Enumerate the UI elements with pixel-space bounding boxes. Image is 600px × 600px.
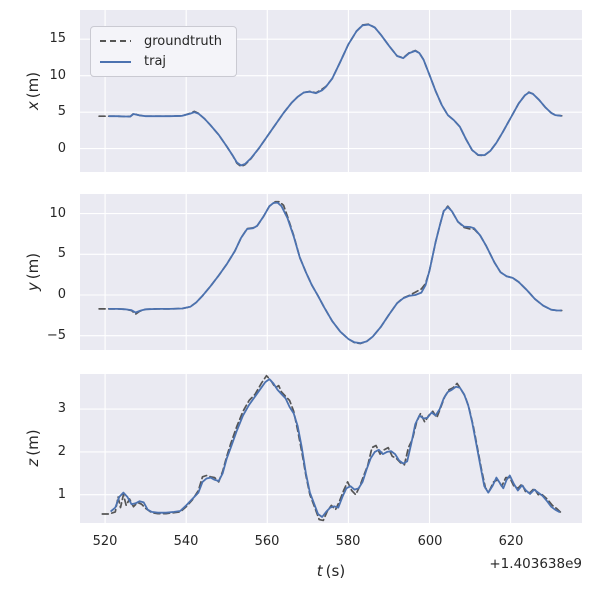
series-line-traj-subplot-1 [108, 201, 562, 345]
legend-groundtruth-line-sample [100, 40, 131, 43]
x-axis-offset-text: +1.403638e9 [489, 556, 582, 572]
legend-traj-line-sample [100, 60, 131, 63]
legend-label-traj: traj [144, 54, 167, 70]
y-tick-label: −5 [46, 328, 66, 343]
y-tick-label: 3 [57, 401, 66, 416]
y-axis-label-y: y (m) [24, 212, 42, 332]
y-tick-label: 1 [57, 487, 66, 502]
legend-entry-traj: traj [100, 53, 227, 70]
y-tick-label: 0 [57, 287, 66, 302]
y-tick-label: 10 [49, 68, 66, 83]
legend-entry-groundtruth: groundtruth [100, 33, 227, 50]
x-axis-label: t (s) [231, 562, 431, 580]
x-axis-label-var: t [316, 562, 323, 580]
y-tick-label: 5 [57, 104, 66, 119]
y-tick-label: 15 [49, 31, 66, 46]
subplot-2-background [80, 374, 582, 523]
y-tick-label: 2 [57, 444, 66, 459]
x-tick-label: 540 [173, 534, 199, 549]
x-tick-label: 620 [498, 534, 524, 549]
series-line-traj-subplot-2 [110, 378, 561, 518]
series-line-traj-subplot-0 [108, 23, 562, 167]
y-tick-label: 10 [49, 206, 66, 221]
y-tick-label: 5 [57, 246, 66, 261]
y-axis-label-x: x (m) [24, 31, 42, 151]
x-tick-label: 560 [254, 534, 280, 549]
x-axis-label-unit: (s) [325, 562, 346, 580]
legend-label-groundtruth: groundtruth [144, 33, 223, 49]
x-tick-label: 580 [335, 534, 361, 549]
x-tick-label: 600 [417, 534, 443, 549]
y-tick-label: 0 [57, 141, 66, 156]
subplot-1-background [80, 194, 582, 350]
x-tick-label: 520 [92, 534, 118, 549]
legend: groundtruth traj [90, 26, 237, 77]
